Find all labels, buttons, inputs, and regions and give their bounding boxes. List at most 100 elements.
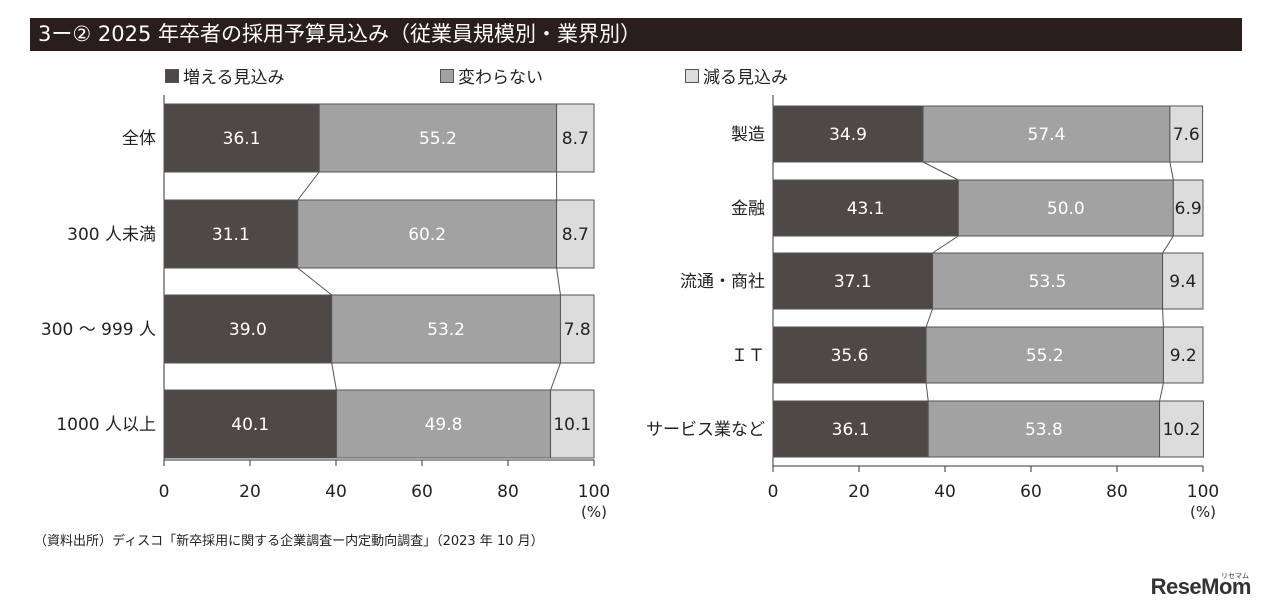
size-bar-value-label: 8.7 xyxy=(562,225,589,245)
industry-category-label: 金融 xyxy=(731,199,765,219)
industry-connector-line xyxy=(1162,235,1174,254)
industry-bar-value-label: 37.1 xyxy=(834,272,872,292)
size-x-tick-label: 60 xyxy=(411,482,433,502)
size-bar-segment xyxy=(163,103,320,173)
industry-bar-value-label: 6.9 xyxy=(1175,199,1202,219)
resemom-logo: ReseMom リセマム xyxy=(1150,573,1252,600)
legend-label-increase: 増える見込み xyxy=(183,68,285,88)
size-bar-value-label: 7.8 xyxy=(564,320,591,340)
industry-bar-segment xyxy=(922,105,1171,163)
legend-swatch-increase xyxy=(165,68,179,83)
industry-bar-value-label: 36.1 xyxy=(832,420,870,440)
legend-swatch-unchanged xyxy=(440,68,454,83)
industry-bar-segment xyxy=(1172,179,1204,237)
industry-bar-value-label: 34.9 xyxy=(829,125,867,145)
industry-bar-value-label: 53.5 xyxy=(1029,272,1067,292)
size-x-tick-label: 0 xyxy=(159,482,170,502)
industry-bar-value-label: 10.2 xyxy=(1163,420,1201,440)
industry-category-label: 流通・商社 xyxy=(680,272,765,292)
industry-bar-value-label: 7.6 xyxy=(1173,125,1200,145)
size-bar-segment xyxy=(556,103,595,173)
industry-x-tick-label: 40 xyxy=(934,482,956,502)
industry-bar-segment xyxy=(925,326,1164,384)
size-bar-value-label: 40.1 xyxy=(231,415,269,435)
industry-connector-line xyxy=(1169,161,1174,181)
legend-item-increase: 増える見込み xyxy=(165,63,285,88)
industry-bar-value-label: 43.1 xyxy=(847,199,885,219)
size-bar-segment xyxy=(556,199,595,269)
legend-item-decrease: 減る見込み xyxy=(685,63,788,88)
industry-x-tick-label: 60 xyxy=(1020,482,1042,502)
industry-bar-segment xyxy=(927,400,1161,458)
industry-connector-line xyxy=(922,161,959,181)
size-bar-segment xyxy=(163,199,299,269)
size-bar-value-label: 31.1 xyxy=(212,225,250,245)
size-x-tick-label: 40 xyxy=(325,482,347,502)
industry-connector-line xyxy=(1159,382,1164,402)
size-bar-segment xyxy=(297,199,558,269)
legend: 増える見込み 変わらない 減る見込み xyxy=(165,63,865,88)
industry-bar-segment xyxy=(1162,252,1204,310)
size-x-unit-label: (%) xyxy=(581,503,607,521)
size-x-tick-label: 100 xyxy=(578,482,610,502)
industry-bar-segment xyxy=(957,179,1174,237)
logo-small-text: リセマム xyxy=(1221,573,1249,580)
industry-category-label: サービス業など xyxy=(646,420,765,440)
industry-bar-value-label: 9.4 xyxy=(1169,272,1196,292)
size-connector-line xyxy=(297,267,333,296)
industry-bar-value-label: 9.2 xyxy=(1170,346,1197,366)
industry-bar-segment xyxy=(772,252,934,310)
industry-bar-value-label: 50.0 xyxy=(1047,199,1085,219)
chart-title: 3ー② 2025 年卒者の採用予算見込み（従業員規模別・業界別） xyxy=(30,18,1242,51)
size-bar-value-label: 10.1 xyxy=(553,415,591,435)
size-bar-value-label: 60.2 xyxy=(408,225,446,245)
industry-bar-segment xyxy=(772,400,929,458)
size-category-label: 全体 xyxy=(122,129,156,149)
size-x-tick-label: 80 xyxy=(497,482,519,502)
industry-x-tick-label: 0 xyxy=(768,482,779,502)
industry-bar-segment xyxy=(932,252,1164,310)
industry-bar-value-label: 57.4 xyxy=(1028,125,1066,145)
industry-bar-value-label: 53.8 xyxy=(1025,420,1063,440)
industry-bar-segment xyxy=(1162,326,1204,384)
size-bar-segment xyxy=(550,389,595,459)
industry-bar-segment xyxy=(1169,105,1204,163)
size-connector-line xyxy=(556,267,561,296)
industry-connector-line xyxy=(1162,308,1164,328)
logo-text: ReseMom xyxy=(1150,574,1252,599)
industry-connector-line xyxy=(925,382,929,402)
size-bar-segment xyxy=(318,103,558,173)
size-bar-value-label: 53.2 xyxy=(427,320,465,340)
industry-bar-value-label: 35.6 xyxy=(831,346,869,366)
size-bar-segment xyxy=(163,294,333,364)
source-note: （資料出所）ディスコ「新卒採用に関する企業調査ー内定動向調査」（2023 年 1… xyxy=(34,534,544,549)
size-category-label: 1000 人以上 xyxy=(56,415,156,435)
industry-x-tick-label: 100 xyxy=(1187,482,1219,502)
industry-category-label: 製造 xyxy=(731,125,765,145)
size-connector-line xyxy=(297,171,320,201)
size-bar-segment xyxy=(559,294,595,364)
legend-swatch-decrease xyxy=(685,68,699,83)
size-connector-line xyxy=(331,362,337,391)
size-bar-segment xyxy=(163,389,337,459)
size-bar-value-label: 39.0 xyxy=(229,320,267,340)
legend-item-unchanged: 変わらない xyxy=(440,63,543,88)
size-bar-value-label: 36.1 xyxy=(223,129,261,149)
industry-x-tick-label: 80 xyxy=(1106,482,1128,502)
size-bar-value-label: 8.7 xyxy=(562,129,589,149)
size-bar-value-label: 49.8 xyxy=(425,415,463,435)
size-bar-value-label: 55.2 xyxy=(419,129,457,149)
industry-bar-segment xyxy=(772,105,924,163)
industry-connector-line xyxy=(932,235,959,254)
size-bar-segment xyxy=(331,294,561,364)
industry-category-label: ＩＴ xyxy=(731,346,765,366)
legend-label-unchanged: 変わらない xyxy=(458,68,543,88)
size-x-tick-label: 20 xyxy=(239,482,261,502)
size-connector-line xyxy=(550,362,561,391)
industry-x-tick-label: 20 xyxy=(848,482,870,502)
size-bar-segment xyxy=(335,389,552,459)
industry-connector-line xyxy=(925,308,934,328)
industry-bar-value-label: 55.2 xyxy=(1026,346,1064,366)
industry-x-unit-label: (%) xyxy=(1190,503,1216,521)
